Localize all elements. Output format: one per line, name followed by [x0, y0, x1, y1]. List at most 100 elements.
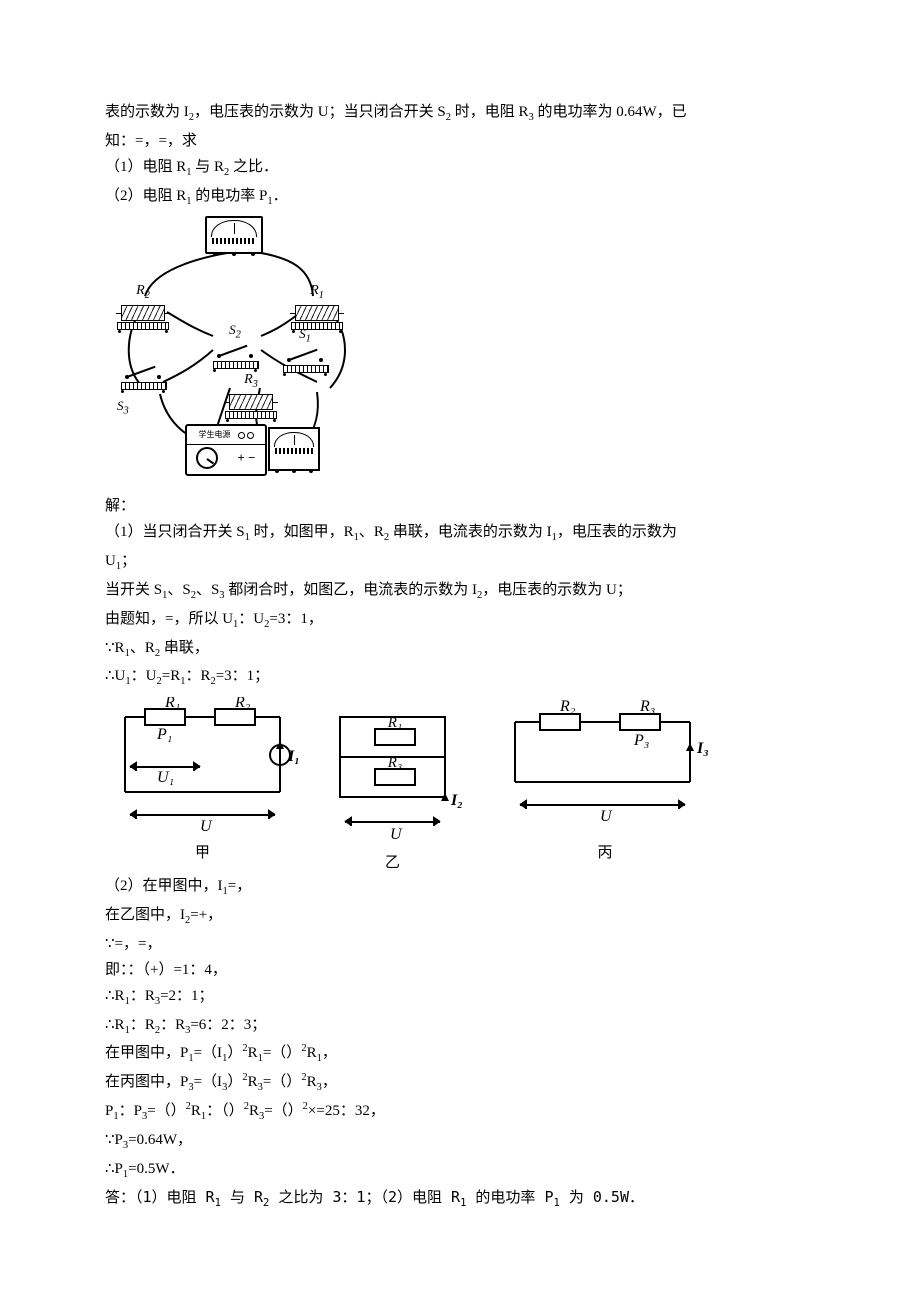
txt: ：U	[238, 611, 264, 627]
txt: ．	[273, 188, 288, 204]
r1-sym: R	[310, 283, 319, 298]
txt: 串联，	[160, 640, 209, 656]
complex-circuit-figure: R2 R1 R3 S2 S1 S3	[105, 216, 365, 486]
txt: =6：2：3；	[190, 1017, 266, 1033]
calc-6: ∴R1：R2：R3=6：2：3；	[105, 1013, 815, 1040]
lbl-r2c: R₂	[559, 698, 576, 715]
txt: 的电功率 P	[192, 188, 268, 204]
txt: 与 R	[192, 159, 225, 175]
s2-sub: 2	[236, 330, 241, 341]
txt: ）	[227, 1045, 242, 1061]
txt: =3：1；	[216, 668, 269, 684]
txt: =，	[228, 878, 251, 894]
txt: ，电压表的示数为 U；	[482, 582, 632, 598]
txt: 都闭合时，如图乙，电流表的示数为 I	[225, 582, 478, 598]
txt: ：R	[130, 988, 155, 1004]
txt: 、S	[196, 582, 219, 598]
txt: =0.64W，	[128, 1132, 192, 1148]
calc-7: 在甲图中，P1=（I1）2R1=（）2R1，	[105, 1041, 815, 1068]
lbl-p1: P₁	[156, 726, 172, 743]
txt: ：P	[119, 1103, 142, 1119]
txt: 在乙图中，I	[105, 907, 185, 923]
sol-line-5: ∴U1：U2=R1：R2=3：1；	[105, 664, 815, 691]
page: 表的示数为 I2，电压表的示数为 U；当只闭合开关 S2 时，电阻 R3 的电功…	[0, 0, 920, 1302]
sol-line-4: ∵R1、R2 串联，	[105, 636, 815, 663]
calc-3: ∵=，=，	[105, 932, 815, 956]
txt: =（）	[263, 1045, 301, 1061]
txt: R	[307, 1045, 317, 1061]
calc-11: ∴P1=0.5W．	[105, 1157, 815, 1184]
sol-line-2: 当开关 S1、S2、S3 都闭合时，如图乙，电流表的示数为 I2，电压表的示数为…	[105, 578, 815, 605]
txt: ，电压表的示数为	[557, 524, 677, 540]
resistor-r2: R2	[117, 280, 169, 333]
txt: ：U	[131, 668, 157, 684]
txt: ，	[322, 1045, 337, 1061]
problem-q1: （1）电阻 R1 与 R2 之比．	[105, 155, 815, 182]
lbl-u: U	[200, 818, 213, 835]
txt: ∴U	[105, 668, 125, 684]
txt: =（I	[194, 1045, 222, 1061]
txt: 当开关 S	[105, 582, 162, 598]
r3-sym: R	[244, 372, 253, 387]
txt: R	[248, 1074, 258, 1090]
lbl-i2: I₂	[450, 792, 463, 809]
txt: 答：（1）电阻 R	[105, 1188, 215, 1206]
txt: =0.5W．	[128, 1161, 184, 1177]
calc-1: （2）在甲图中，I1=，	[105, 874, 815, 901]
schematic-row: R₁ R₂ P₁ U₁ U I₁ 甲	[105, 697, 715, 872]
txt: ∵R	[105, 640, 125, 656]
calc-5: ∴R1：R3=2：1；	[105, 984, 815, 1011]
txt: 的电功率为 0.64W，已	[534, 104, 687, 120]
txt: 为 0.5W．	[560, 1188, 644, 1206]
txt: ，电压表的示数为 U；当只闭合开关 S	[194, 104, 446, 120]
txt: U	[105, 553, 116, 569]
txt: 、S	[167, 582, 190, 598]
resistor-r3: R3	[225, 369, 277, 422]
txt: =（）	[147, 1103, 185, 1119]
txt: ，	[322, 1074, 337, 1090]
caption-yi: 乙	[320, 851, 465, 875]
txt: ：R	[160, 1017, 185, 1033]
txt: =+，	[190, 907, 222, 923]
txt: ∴R	[105, 1017, 125, 1033]
txt: 在甲图中，P	[105, 1045, 188, 1061]
txt: R	[307, 1074, 317, 1090]
psu-knob-icon	[196, 447, 218, 469]
switch-s2: S2	[213, 320, 257, 371]
txt: =R	[162, 668, 180, 684]
txt: 之比为 3：1；（2）电阻 R	[269, 1188, 460, 1206]
lbl-i1: I₁	[287, 748, 300, 765]
caption-jia: 甲	[105, 841, 300, 865]
txt: =2：1；	[160, 988, 213, 1004]
lbl-r1b: R₁	[387, 715, 402, 731]
lbl-r3c: R₃	[639, 698, 655, 715]
txt: R	[249, 1103, 259, 1119]
r2-sub: 2	[145, 290, 150, 301]
problem-line-2: 知：=，=，求	[105, 129, 815, 153]
ammeter-bottom	[268, 427, 320, 471]
calc-10: ∵P3=0.64W，	[105, 1128, 815, 1155]
txt: ：（）	[206, 1103, 244, 1119]
schematic-bing: R₂ R₃ P₃ I₃ U 丙	[500, 697, 710, 865]
txt: ∵P	[105, 1132, 123, 1148]
voltmeter-top	[205, 216, 263, 254]
r3-sub: 3	[253, 379, 258, 390]
psu-label: 学生电源	[199, 429, 231, 442]
sol-line-1: （1）当只闭合开关 S1 时，如图甲，R1、R2 串联，电流表的示数为 I1，电…	[105, 520, 815, 547]
answer-line: 答：（1）电阻 R1 与 R2 之比为 3：1；（2）电阻 R1 的电功率 P1…	[105, 1185, 815, 1212]
txt: ：R	[130, 1017, 155, 1033]
switch-s1: S1	[283, 324, 327, 375]
txt: 与 R	[221, 1188, 263, 1206]
txt: R	[191, 1103, 201, 1119]
psu-polarity: + −	[237, 448, 255, 469]
txt: 之比．	[229, 159, 278, 175]
caption-bing: 丙	[500, 841, 710, 865]
txt: =（）	[264, 1103, 302, 1119]
txt: ；	[121, 553, 136, 569]
calc-4: 即：：（+）=1：4，	[105, 958, 815, 982]
txt: =3：1，	[269, 611, 322, 627]
switch-s3: S3	[121, 366, 165, 393]
calc-2: 在乙图中，I2=+，	[105, 903, 815, 930]
sol-line-1b: U1；	[105, 549, 815, 576]
txt: 串联，电流表的示数为 I	[389, 524, 552, 540]
